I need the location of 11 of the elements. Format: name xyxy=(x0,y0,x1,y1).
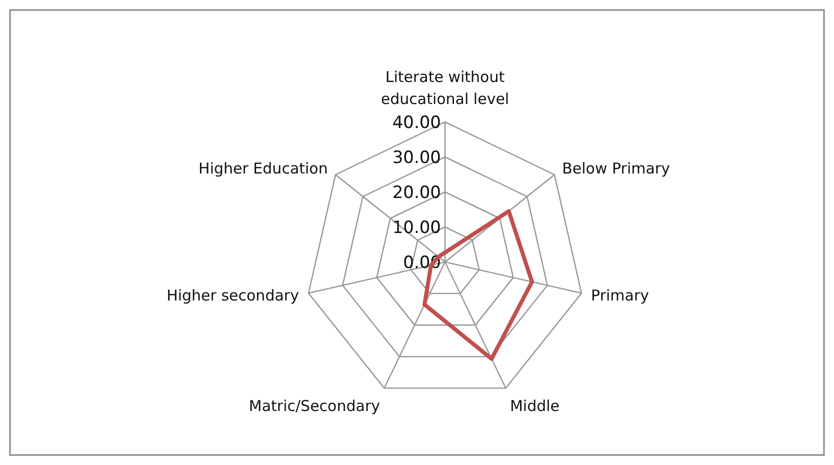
spoke-label: Primary xyxy=(591,286,650,304)
spoke-label: Higher secondary xyxy=(166,286,300,304)
spoke-label: Middle xyxy=(510,396,560,415)
y-tick-label: 10.00 xyxy=(392,218,441,238)
y-tick-label: 20.00 xyxy=(392,183,441,203)
spoke-label: Higher Education xyxy=(198,160,328,178)
spoke-label: Literate without educational level xyxy=(380,68,510,108)
spoke-label: Below Primary xyxy=(562,160,670,178)
y-tick-label: 40.00 xyxy=(392,113,441,133)
y-tick-label: 30.00 xyxy=(392,148,441,168)
spoke-label: Matric/Secondary xyxy=(248,396,380,415)
